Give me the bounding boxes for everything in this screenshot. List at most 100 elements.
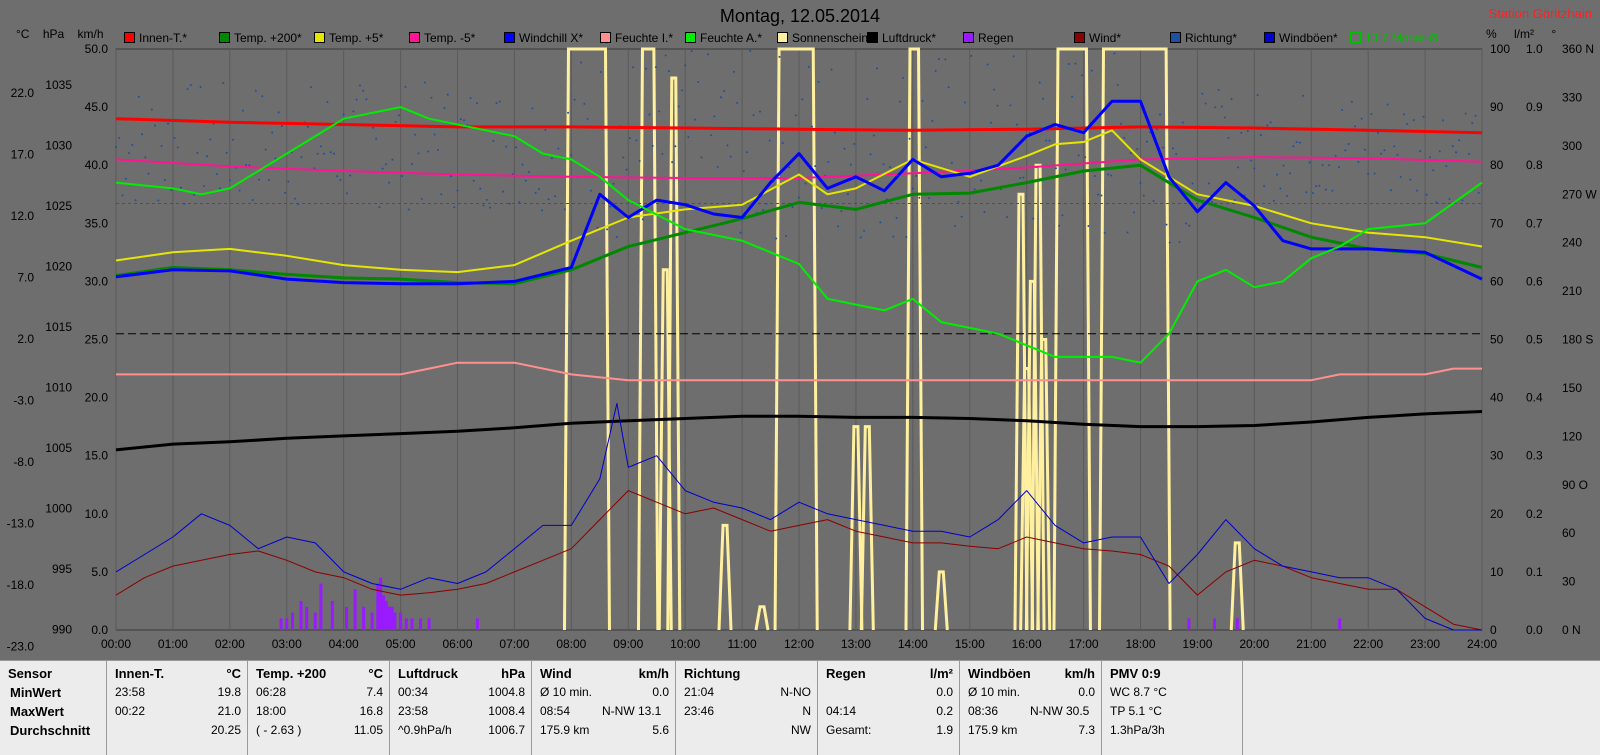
direction-point	[1181, 121, 1184, 124]
direction-point	[872, 134, 875, 137]
sensor-column: Sensor MinWert MaxWert Durchschnitt	[0, 661, 107, 755]
direction-point	[563, 208, 566, 211]
direction-point	[391, 158, 394, 161]
direction-point	[778, 55, 781, 58]
direction-point	[1064, 168, 1067, 171]
direction-point	[765, 202, 768, 205]
legend-item-wind[interactable]: Wind*	[1074, 31, 1121, 45]
legend-item-windboeen[interactable]: Windböen*	[1264, 31, 1338, 45]
stats-cell: 7.3	[1078, 723, 1095, 737]
legend-item-richtung[interactable]: Richtung*	[1170, 31, 1237, 45]
legend-item-feuchte-a[interactable]: Feuchte A.*	[685, 31, 762, 45]
direction-point	[375, 137, 378, 140]
direction-point	[654, 66, 657, 69]
direction-point	[820, 207, 823, 210]
direction-point	[784, 234, 787, 237]
stats-cell: 1008.4	[488, 704, 525, 718]
legend-label: Temp. -5*	[424, 31, 476, 45]
legend-item-luftdruck[interactable]: Luftdruck*	[867, 31, 936, 45]
direction-point	[697, 81, 700, 84]
direction-point	[121, 194, 124, 197]
humidity-tick-label: 50	[1490, 333, 1504, 347]
direction-point	[1139, 181, 1142, 184]
direction-point	[664, 54, 667, 57]
rain-bar	[382, 595, 386, 630]
direction-point	[1334, 154, 1337, 157]
direction-point	[326, 101, 329, 104]
column-header: Luftdruck	[398, 666, 458, 681]
direction-point	[463, 119, 466, 122]
legend-swatch	[1264, 32, 1275, 43]
stats-row: 06:28 7.4	[256, 685, 383, 703]
direction-point	[1305, 191, 1308, 194]
direction-point	[1266, 124, 1269, 127]
direction-point	[436, 148, 439, 151]
direction-point	[1058, 224, 1061, 227]
direction-point	[349, 174, 352, 177]
x-tick-label: 19:00	[1182, 637, 1212, 651]
direction-point	[505, 145, 508, 148]
column-header: Wind	[540, 666, 572, 681]
direction-point	[1142, 194, 1145, 197]
direction-point	[1328, 164, 1331, 167]
direction-point	[1126, 231, 1129, 234]
direction-point	[332, 152, 335, 155]
direction-point	[316, 152, 319, 155]
rain-tick-label: 0.3	[1526, 449, 1543, 463]
direction-tick-label: 360 N	[1562, 42, 1594, 56]
pressure-tick-label: 995	[52, 562, 72, 576]
direction-point	[453, 206, 456, 209]
legend-label: Richtung*	[1185, 31, 1238, 45]
rain-bar	[330, 600, 334, 630]
direction-point	[459, 118, 462, 121]
direction-point	[134, 199, 137, 202]
direction-point	[1090, 69, 1093, 72]
direction-point	[176, 146, 179, 149]
direction-point	[837, 225, 840, 228]
direction-point	[1087, 224, 1090, 227]
direction-point	[879, 221, 882, 224]
rain-bar	[1187, 618, 1191, 630]
legend-item-temp-5[interactable]: Temp. +5*	[314, 31, 383, 45]
stats-row: 20.25	[115, 723, 241, 741]
direction-point	[456, 189, 459, 192]
direction-point	[449, 175, 452, 178]
direction-point	[934, 69, 937, 72]
direction-point	[1067, 63, 1070, 66]
legend-item-sonnenschein[interactable]: Sonnenschein	[777, 31, 868, 45]
stats-row: WC 8.7 °C	[1110, 685, 1236, 703]
wind-tick-label: 40.0	[85, 158, 109, 172]
legend-item-monthly-average[interactable]: 13.7 Monat-Ø	[1350, 31, 1438, 45]
direction-point	[1428, 156, 1431, 159]
direction-point	[794, 114, 797, 117]
legend-swatch	[1170, 32, 1181, 43]
stats-column: PMV 0:9 WC 8.7 °C TP 5.1 °C 1.3hPa/3h	[1102, 661, 1243, 755]
legend-item-feuchte-i[interactable]: Feuchte I.*	[600, 31, 673, 45]
direction-point	[147, 172, 150, 175]
stats-row: 04:14 0.2	[826, 704, 953, 722]
legend-item-regen[interactable]: Regen	[963, 31, 1013, 45]
direction-point	[537, 188, 540, 191]
direction-point	[287, 180, 290, 183]
direction-point	[758, 110, 761, 113]
legend-item-temp-minus5[interactable]: Temp. -5*	[409, 31, 475, 45]
temp-tick-label: 17.0	[11, 148, 35, 162]
direction-point	[931, 120, 934, 123]
unit-direction: °	[1551, 27, 1557, 41]
column-header: Temp. +200	[256, 666, 327, 681]
direction-point	[1315, 185, 1318, 188]
direction-point	[150, 108, 153, 111]
legend-item-innen-t[interactable]: Innen-T.*	[124, 31, 187, 45]
direction-point	[1412, 119, 1415, 122]
direction-point	[628, 137, 631, 140]
legend-item-temp-200[interactable]: Temp. +200*	[219, 31, 302, 45]
pressure-tick-label: 1035	[45, 78, 72, 92]
legend-item-windchill[interactable]: Windchill X*	[504, 31, 583, 45]
direction-point	[544, 128, 547, 131]
rain-bar	[319, 583, 323, 630]
direction-point	[661, 152, 664, 155]
pressure-tick-label: 1025	[45, 199, 72, 213]
direction-point	[534, 191, 537, 194]
direction-point	[180, 186, 183, 189]
direction-point	[1360, 117, 1363, 120]
